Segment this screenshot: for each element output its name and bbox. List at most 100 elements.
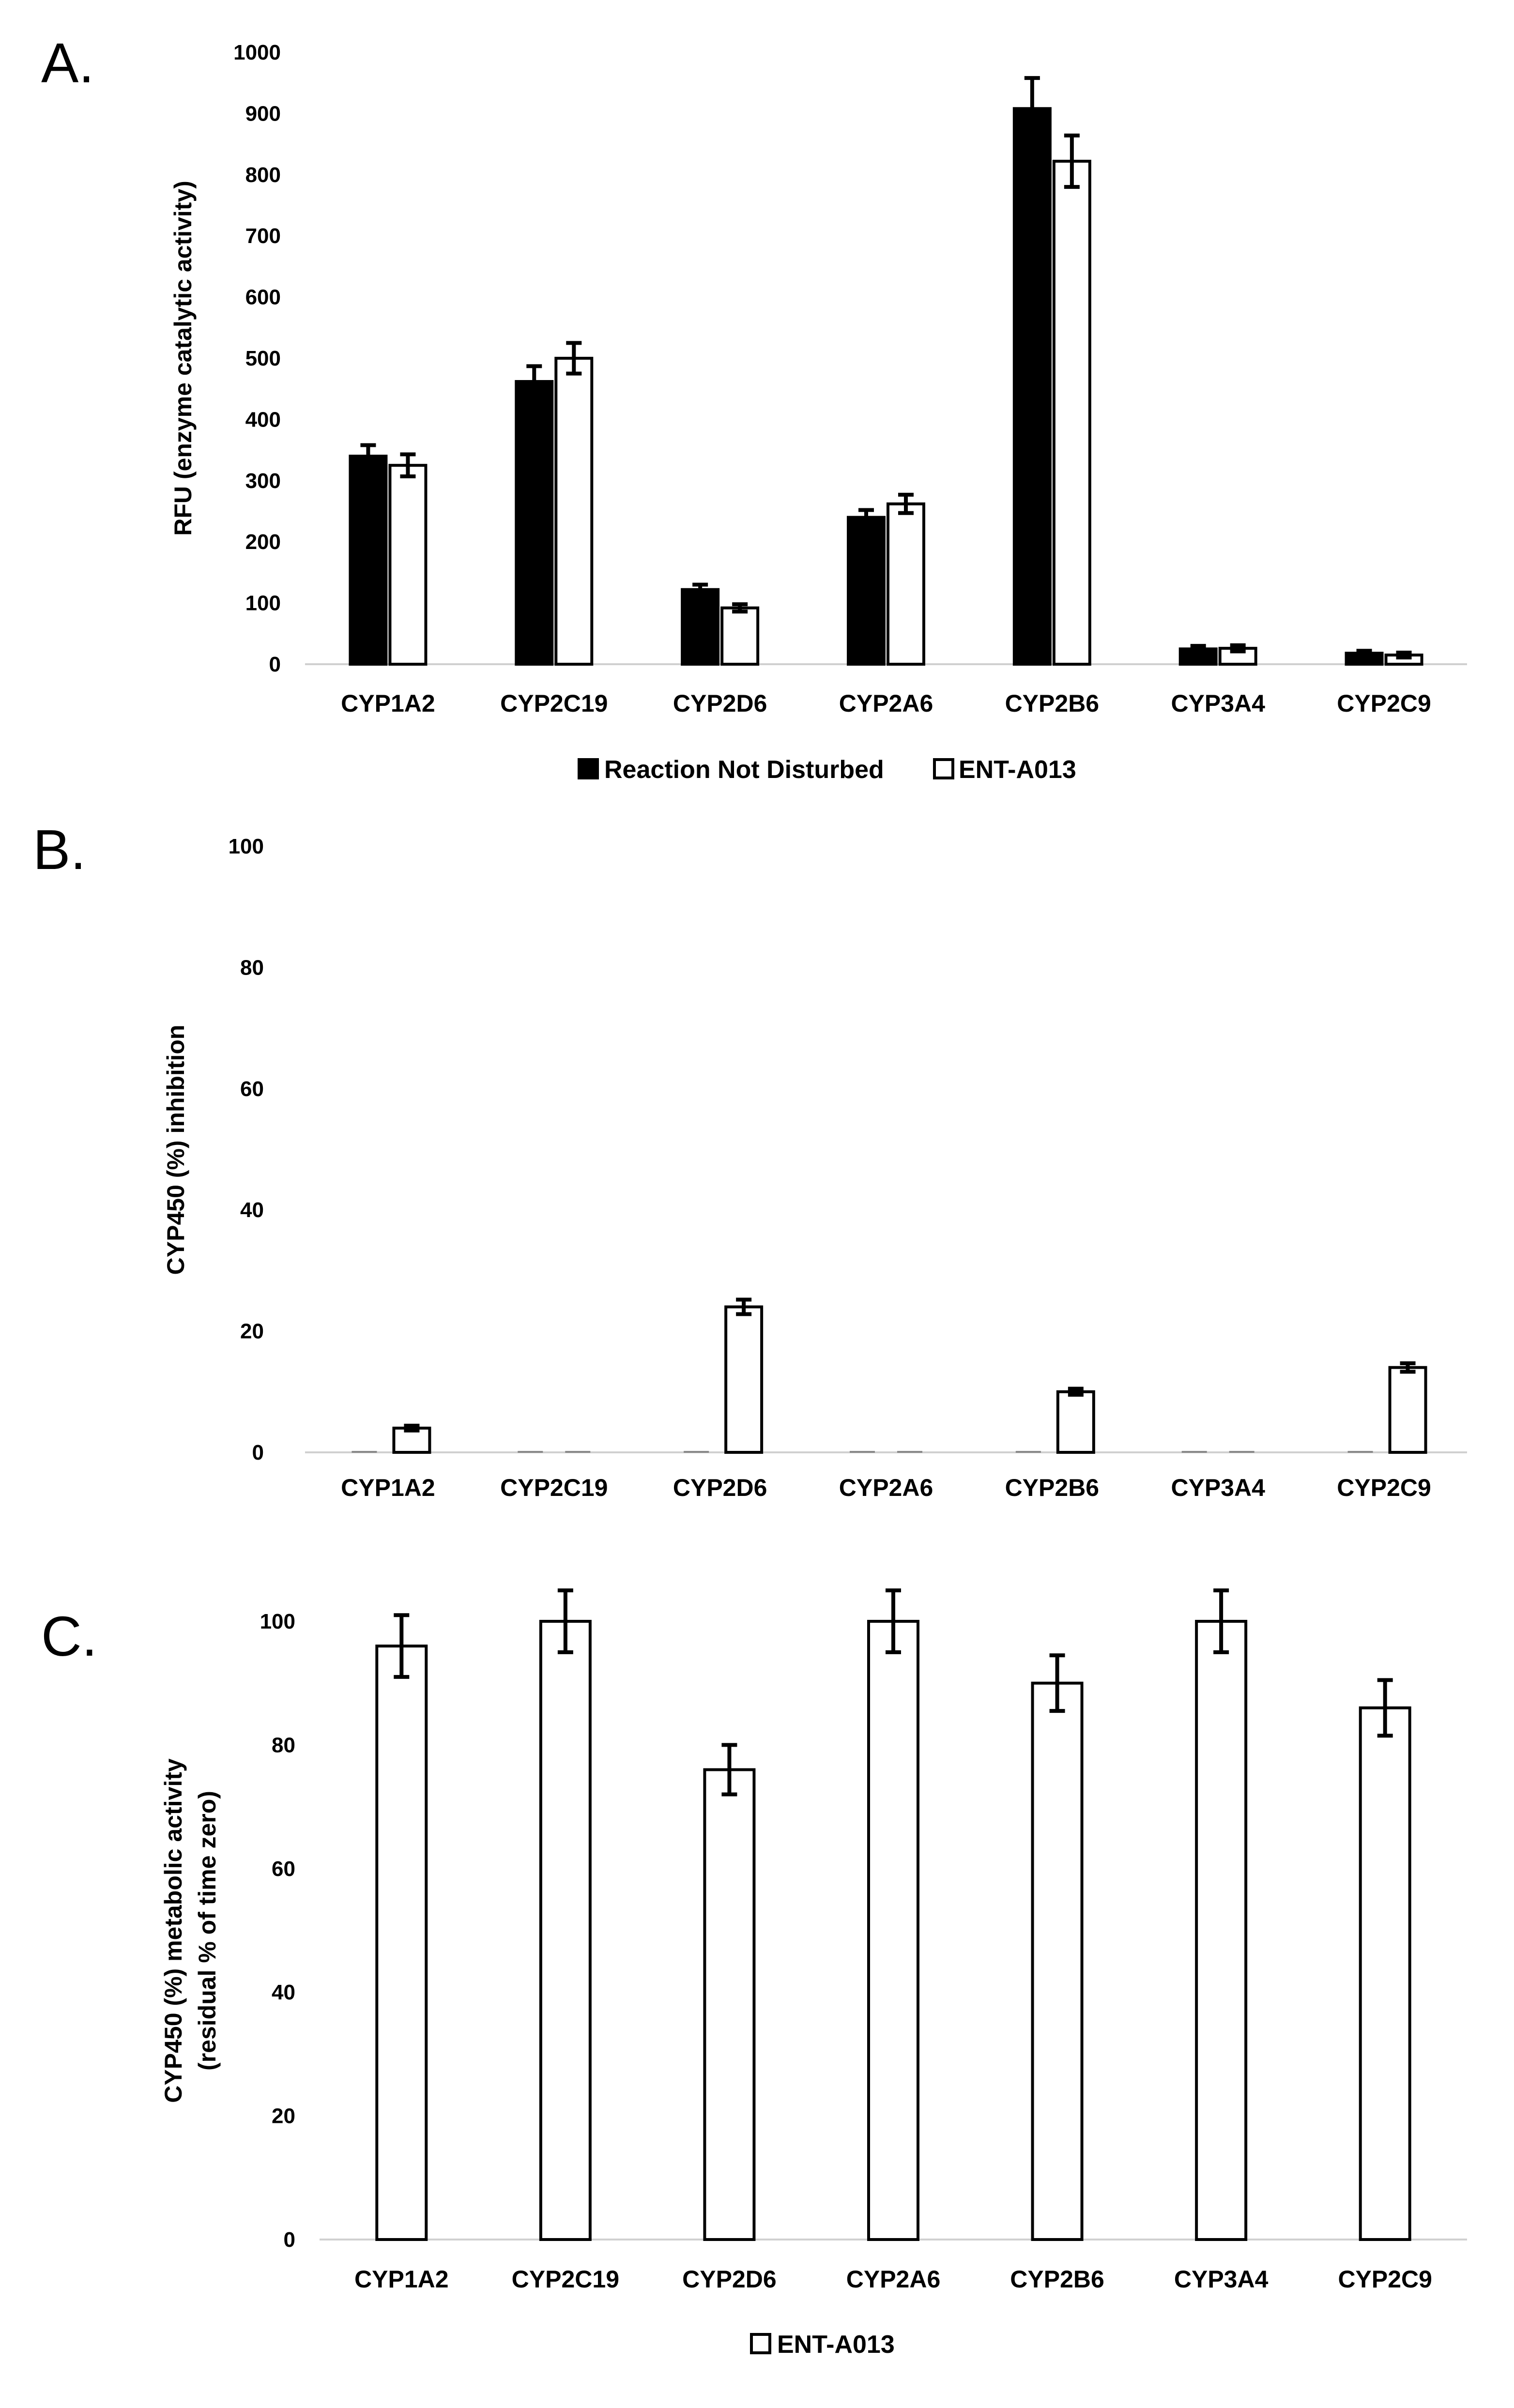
y-tick-label: 200 (245, 530, 281, 554)
error-bar-reaction-not-disturbed-cyp2d6 (692, 582, 708, 596)
legend-label-ent-a013: ENT-A013 (777, 2331, 895, 2359)
y-axis-title-line2: (residual % of time zero) (194, 1791, 221, 2071)
x-tick-label-cyp2d6: CYP2D6 (682, 2266, 777, 2293)
x-tick-label-cyp2c19: CYP2C19 (500, 690, 608, 717)
bar-reaction-not-disturbed-cyp1a2 (349, 455, 388, 666)
y-tick-label: 0 (269, 653, 281, 676)
y-tick-label: 100 (229, 835, 264, 858)
error-bar-reaction-not-disturbed-cyp2c9 (1356, 649, 1372, 658)
error-bar-ent-a013-cyp2c19 (557, 1588, 573, 1654)
x-tick-label-cyp2c9: CYP2C9 (1337, 1474, 1431, 1501)
x-tick-label-cyp1a2: CYP1A2 (354, 2266, 449, 2293)
legend-label-reaction-not-disturbed: Reaction Not Disturbed (604, 756, 884, 784)
legend: ENT-A013 (750, 2331, 895, 2359)
y-tick-label: 80 (240, 956, 264, 979)
x-tick-label-cyp2a6: CYP2A6 (846, 2266, 941, 2293)
bar-ent-a013-cyp2b6 (1031, 1681, 1084, 2241)
x-tick-label-cyp2b6: CYP2B6 (1005, 690, 1100, 717)
y-tick-label: 900 (245, 102, 281, 125)
bar-reaction-not-disturbed-cyp2a6 (847, 516, 886, 666)
y-tick-label: 80 (272, 1733, 295, 1757)
error-bar-ent-a013-cyp3a4 (1230, 643, 1246, 654)
error-bar-reaction-not-disturbed-cyp1a2 (360, 443, 376, 469)
error-bar-ent-a013-cyp1a2 (400, 452, 416, 478)
error-bar-reaction-not-disturbed-cyp3a4 (1190, 644, 1206, 654)
bar-ent-a013-cyp2d6 (703, 1768, 756, 2241)
bar-ent-a013-cyp2c9 (1359, 1706, 1411, 2241)
bar-ent-a013-cyp2b6 (1052, 159, 1091, 666)
error-bar-reaction-not-disturbed-cyp2b6 (1024, 76, 1040, 141)
legend-swatch-ent-a013 (933, 758, 954, 779)
error-bar-ent-a013-cyp2c9 (1400, 1361, 1416, 1374)
y-tick-label: 60 (272, 1857, 295, 1881)
x-tick-label-cyp2a6: CYP2A6 (839, 690, 933, 717)
error-bar-ent-a013-cyp2a6 (886, 1588, 901, 1654)
error-bar-ent-a013-cyp2c9 (1377, 1678, 1393, 1738)
panel-letter: A. (41, 31, 94, 94)
x-tick-label-cyp2d6: CYP2D6 (673, 1474, 767, 1501)
x-tick-label-cyp2a6: CYP2A6 (839, 1474, 933, 1501)
x-tick-label-cyp1a2: CYP1A2 (341, 690, 435, 717)
bar-ent-a013-cyp1a2 (375, 1645, 428, 2241)
y-tick-label: 40 (272, 1981, 295, 2004)
y-tick-label: 500 (245, 347, 281, 370)
error-bar-ent-a013-cyp1a2 (404, 1423, 420, 1433)
error-bar-ent-a013-cyp2b6 (1068, 1387, 1084, 1397)
y-tick-label: 400 (245, 408, 281, 431)
error-bar-ent-a013-cyp2c19 (566, 341, 582, 376)
y-tick-label: 100 (245, 592, 281, 615)
x-tick-label-cyp2c19: CYP2C19 (512, 2266, 619, 2293)
bar-reaction-not-disturbed-cyp2c19 (515, 380, 554, 666)
y-axis-title: CYP450 (%) metabolic activity (160, 1758, 187, 2103)
chart-panel-2: C. 0 20 40 60 80 100 CYP450 (%) metabolic activ… (41, 1588, 1467, 2359)
bar-ent-a013-cyp3a4 (1195, 1620, 1248, 2241)
x-tick-label-cyp2c19: CYP2C19 (500, 1474, 608, 1501)
y-tick-label: 700 (245, 224, 281, 248)
bar-reaction-not-disturbed-cyp2d6 (681, 588, 720, 666)
x-tick-label-cyp1a2: CYP1A2 (341, 1474, 435, 1501)
y-tick-label: 800 (245, 163, 281, 187)
bar-reaction-not-disturbed-cyp2b6 (1012, 107, 1052, 666)
legend: Reaction Not Disturbed ENT-A013 (578, 756, 1076, 784)
y-tick-label: 1000 (233, 41, 281, 64)
error-bar-ent-a013-cyp2c9 (1396, 650, 1412, 660)
bar-ent-a013-cyp2d6 (724, 1305, 764, 1454)
error-bar-ent-a013-cyp2d6 (736, 1297, 752, 1316)
y-tick-label: 0 (284, 2228, 295, 2252)
y-tick-label: 600 (245, 286, 281, 309)
error-bar-reaction-not-disturbed-cyp2c19 (526, 364, 542, 399)
error-bar-ent-a013-cyp1a2 (394, 1613, 410, 1679)
bar-ent-a013-cyp2d6 (720, 606, 760, 666)
panel-letter: C. (41, 1605, 97, 1668)
error-bar-ent-a013-cyp2a6 (898, 492, 914, 515)
bar-ent-a013-cyp2c19 (539, 1620, 592, 2241)
y-axis-title: RFU (enzyme catalytic activity) (169, 181, 197, 536)
bar-ent-a013-cyp1a2 (388, 464, 428, 666)
legend-swatch-reaction-not-disturbed (578, 758, 599, 779)
y-axis-title: CYP450 (%) inhibition (162, 1025, 189, 1275)
error-bar-ent-a013-cyp2d6 (732, 602, 748, 614)
y-tick-label: 20 (240, 1320, 264, 1343)
error-bar-ent-a013-cyp2b6 (1064, 133, 1080, 189)
x-tick-label-cyp2d6: CYP2D6 (673, 690, 767, 717)
y-tick-label: 60 (240, 1077, 264, 1101)
x-tick-label-cyp2b6: CYP2B6 (1010, 2266, 1104, 2293)
x-tick-label-cyp2c9: CYP2C9 (1338, 2266, 1432, 2293)
error-bar-reaction-not-disturbed-cyp2a6 (858, 508, 874, 527)
bar-ent-a013-cyp2a6 (867, 1620, 919, 2241)
panel-letter: B. (33, 818, 86, 881)
x-tick-label-cyp2b6: CYP2B6 (1005, 1474, 1100, 1501)
x-tick-label-cyp3a4: CYP3A4 (1174, 2266, 1269, 2293)
chart-panel-0: A. 0 100 200 300 400 500 600 700 800 900 1000 RFU (e… (41, 31, 1467, 784)
x-tick-label-cyp3a4: CYP3A4 (1171, 1474, 1265, 1501)
x-tick-label-cyp2c9: CYP2C9 (1337, 690, 1431, 717)
error-bar-ent-a013-cyp2d6 (721, 1743, 737, 1797)
x-tick-label-cyp3a4: CYP3A4 (1171, 690, 1265, 717)
legend-label-ent-a013: ENT-A013 (959, 756, 1076, 784)
bar-ent-a013-cyp2c19 (554, 357, 594, 666)
bar-ent-a013-cyp2c9 (1388, 1366, 1427, 1454)
legend-swatch-ent-a013 (750, 2333, 771, 2354)
y-tick-label: 20 (272, 2104, 295, 2128)
chart-panel-1: B. 0 20 40 60 80 100 CYP450 (%) inhibition CYP1A… (33, 818, 1467, 1501)
